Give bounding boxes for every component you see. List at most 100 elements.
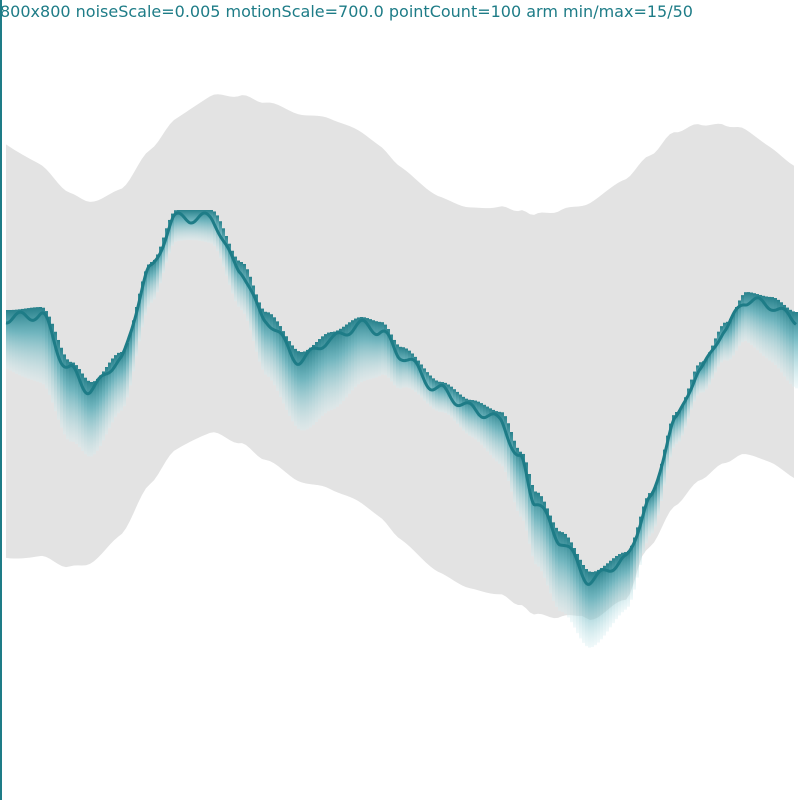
ribbon-stripe bbox=[720, 326, 723, 363]
ribbon-stripe bbox=[480, 403, 483, 445]
ribbon-stripe bbox=[126, 342, 129, 398]
ribbon-stripe bbox=[177, 210, 180, 242]
ribbon-stripe bbox=[168, 219, 171, 254]
ribbon-stripe bbox=[240, 262, 243, 311]
ribbon-stripe bbox=[63, 354, 66, 435]
ribbon-stripe bbox=[153, 259, 156, 300]
ribbon-stripe bbox=[636, 527, 639, 578]
ribbon-stripe bbox=[672, 415, 675, 448]
ribbon-stripe bbox=[747, 292, 750, 343]
ribbon-stripe bbox=[423, 368, 426, 401]
ribbon-stripe bbox=[180, 210, 183, 241]
ribbon-stripe bbox=[729, 318, 732, 360]
ribbon-stripe bbox=[360, 317, 363, 383]
ribbon-stripe bbox=[27, 308, 30, 379]
ribbon-stripe bbox=[96, 378, 99, 451]
ribbon-stripe bbox=[561, 532, 564, 612]
ribbon-stripe bbox=[354, 318, 357, 388]
ribbon-stripe bbox=[450, 386, 453, 418]
ribbon-stripe bbox=[276, 321, 279, 391]
ribbon-stripe bbox=[144, 271, 147, 316]
ribbon-stripe bbox=[540, 496, 543, 572]
ribbon-stripe bbox=[309, 347, 312, 428]
ribbon-stripe bbox=[285, 336, 288, 410]
ribbon-stripe bbox=[528, 473, 531, 544]
ribbon-stripe bbox=[576, 553, 579, 634]
ribbon-stripe bbox=[33, 307, 36, 381]
ribbon-stripe bbox=[477, 401, 480, 442]
ribbon-stripe bbox=[372, 320, 375, 379]
ribbon-stripe bbox=[777, 299, 780, 369]
ribbon-stripe bbox=[165, 228, 168, 263]
ribbon-stripe bbox=[525, 462, 528, 531]
ribbon-stripe bbox=[198, 210, 201, 241]
ribbon-stripe bbox=[600, 568, 603, 640]
ribbon-stripe bbox=[759, 294, 762, 354]
ribbon-stripe bbox=[444, 382, 447, 414]
ribbon-stripe bbox=[687, 388, 690, 419]
ribbon-stripe bbox=[555, 527, 558, 607]
ribbon-stripe bbox=[660, 463, 663, 502]
ribbon-stripe bbox=[510, 432, 513, 492]
ribbon-stripe bbox=[417, 360, 420, 395]
ribbon-stripe bbox=[657, 476, 660, 516]
ribbon-stripe bbox=[237, 260, 240, 307]
ribbon-stripe bbox=[258, 302, 261, 362]
ribbon-stripe bbox=[405, 348, 408, 388]
ribbon-stripe bbox=[15, 309, 18, 374]
ribbon-stripe bbox=[333, 331, 336, 409]
ribbon-stripe bbox=[147, 264, 150, 307]
ribbon-stripe bbox=[12, 309, 15, 373]
ribbon-stripe bbox=[708, 352, 711, 385]
ribbon-stripe bbox=[582, 564, 585, 643]
ribbon-stripe bbox=[501, 412, 504, 467]
ribbon-stripe bbox=[339, 328, 342, 405]
ribbon-stripe bbox=[396, 344, 399, 388]
ribbon-stripe bbox=[597, 569, 600, 643]
ribbon-stripe bbox=[66, 359, 69, 440]
ribbon-stripe bbox=[435, 380, 438, 411]
ribbon-stripe bbox=[75, 365, 78, 444]
ribbon-stripe bbox=[30, 307, 33, 380]
ribbon-stripe bbox=[768, 296, 771, 361]
ribbon-stripe bbox=[543, 501, 546, 578]
ribbon-stripe bbox=[393, 339, 396, 386]
ribbon-stripe bbox=[141, 281, 144, 328]
ribbon-stripe bbox=[438, 381, 441, 412]
ribbon-stripe bbox=[702, 361, 705, 393]
ribbon-stripe bbox=[474, 400, 477, 440]
ribbon-stripe bbox=[120, 352, 123, 411]
teal-ribbon-band bbox=[6, 210, 798, 648]
ribbon-stripe bbox=[297, 351, 300, 429]
ribbon-stripe bbox=[732, 313, 735, 356]
ribbon-stripe bbox=[684, 397, 687, 428]
ribbon-stripe bbox=[519, 451, 522, 517]
ribbon-edge-line bbox=[5, 211, 797, 586]
ribbon-stripe bbox=[345, 324, 348, 398]
ribbon-stripe bbox=[60, 347, 63, 428]
ribbon-stripe bbox=[267, 312, 270, 377]
ribbon-stripe bbox=[711, 345, 714, 379]
ribbon-stripe bbox=[564, 533, 567, 614]
ribbon-stripe bbox=[123, 349, 126, 407]
ribbon-stripe bbox=[99, 375, 102, 446]
ribbon-stripe bbox=[414, 356, 417, 392]
ribbon-stripe bbox=[618, 554, 621, 616]
ribbon-stripe bbox=[270, 314, 273, 381]
ribbon-stripe bbox=[387, 329, 390, 378]
ribbon-stripe bbox=[156, 254, 159, 293]
ribbon-stripe bbox=[792, 311, 795, 387]
ribbon-stripe bbox=[381, 322, 384, 375]
ribbon-stripe bbox=[150, 262, 153, 303]
ribbon-wavy-edge bbox=[5, 211, 797, 586]
ribbon-stripe bbox=[504, 416, 507, 473]
ribbon-stripe bbox=[69, 361, 72, 442]
ribbon-stripe bbox=[588, 571, 591, 648]
ribbon-stripe bbox=[579, 559, 582, 639]
ribbon-stripe bbox=[765, 296, 768, 359]
ribbon-stripe bbox=[420, 364, 423, 398]
ribbon-stripe bbox=[231, 250, 234, 294]
ribbon-stripe bbox=[45, 311, 48, 389]
ribbon-stripe bbox=[699, 362, 702, 393]
